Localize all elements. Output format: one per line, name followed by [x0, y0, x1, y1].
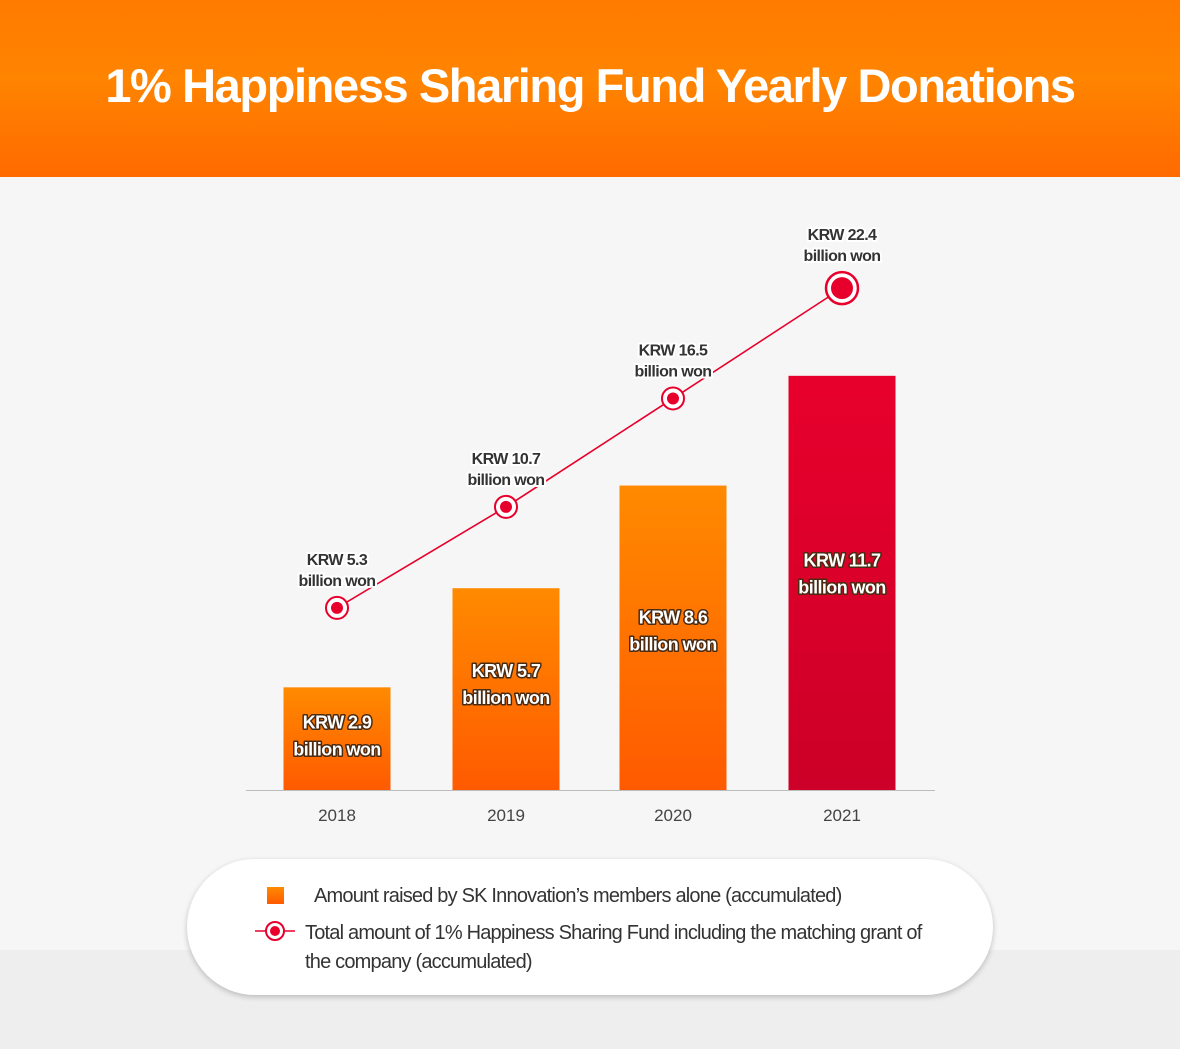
line-point-2020	[667, 392, 679, 405]
header-banner: 1% Happiness Sharing Fund Yearly Donatio…	[0, 0, 1180, 177]
line-label-2020: KRW 16.5 billion won	[635, 342, 712, 380]
line-circle-marker-icon	[255, 919, 295, 943]
legend-item-line: Total amount of 1% Happiness Sharing Fun…	[255, 919, 945, 977]
legend-label-line: Total amount of 1% Happiness Sharing Fun…	[305, 922, 922, 973]
bar-label-2018: KRW 2.9 billion won	[293, 713, 380, 760]
page-title: 1% Happiness Sharing Fund Yearly Donatio…	[105, 59, 1076, 112]
line-label-2021: KRW 22.4 billion won	[804, 227, 881, 265]
x-tick-label-2018: 2018	[318, 806, 356, 825]
legend-label-bar: Amount raised by SK Innovation’s members…	[314, 885, 842, 907]
x-tick-label-2020: 2020	[654, 806, 692, 825]
line-label-2019: KRW 10.7 billion won	[468, 451, 545, 489]
x-tick-label-2019: 2019	[487, 806, 525, 825]
chart-panel	[0, 177, 1180, 950]
line-point-2021	[831, 277, 853, 300]
total-fund-line	[336, 287, 843, 609]
line-point-2019	[500, 500, 512, 513]
bar-label-2020: KRW 8.6 billion won	[629, 608, 716, 655]
line-label-2018: KRW 5.3 billion won	[299, 552, 376, 590]
x-tick-label-2021: 2021	[823, 806, 861, 825]
bar-square-icon	[267, 887, 284, 904]
line-point-2018	[331, 601, 343, 614]
bar-2019	[452, 588, 560, 790]
bar-label-2019: KRW 5.7 billion won	[462, 661, 549, 708]
bar-2018	[283, 687, 391, 790]
legend: Amount raised by SK Innovation’s members…	[187, 859, 993, 995]
bar-label-2021: KRW 11.7 billion won	[798, 551, 885, 598]
legend-item-bar: Amount raised by SK Innovation’s members…	[267, 883, 842, 909]
bar-2020	[619, 485, 727, 790]
bar-2021	[788, 375, 896, 790]
